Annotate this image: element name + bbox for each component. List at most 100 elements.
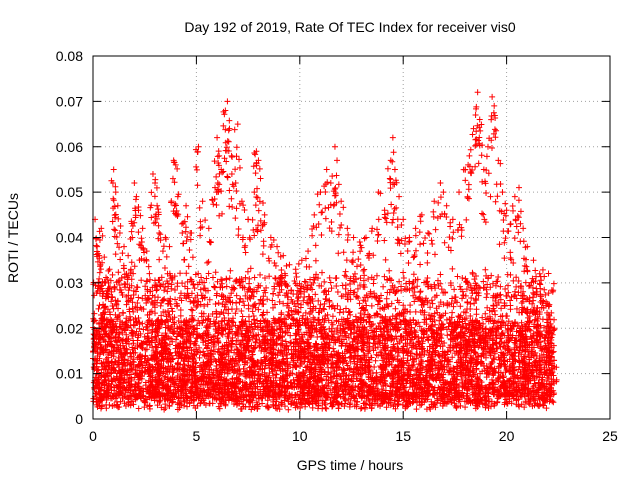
- data-point: [374, 401, 381, 408]
- data-point: [438, 286, 445, 293]
- data-point: [386, 289, 393, 296]
- data-point: [305, 400, 312, 407]
- data-point: [371, 312, 378, 319]
- data-point: [321, 278, 328, 285]
- data-point: [223, 276, 230, 283]
- data-point: [142, 283, 149, 290]
- data-point: [471, 300, 478, 307]
- data-point: [270, 290, 277, 297]
- data-point: [232, 310, 239, 317]
- data-point: [134, 300, 141, 307]
- data-point: [121, 400, 128, 407]
- data-point: [358, 393, 365, 400]
- data-point: [374, 311, 381, 318]
- data-point: [426, 404, 433, 411]
- data-point: [287, 361, 294, 368]
- data-point: [403, 286, 410, 293]
- data-point: [470, 363, 477, 370]
- data-point: [227, 267, 234, 274]
- data-point: [197, 301, 204, 308]
- data-point: [452, 294, 459, 301]
- data-point: [492, 294, 499, 301]
- data-point: [468, 294, 475, 301]
- data-point: [309, 307, 316, 314]
- data-point: [328, 361, 335, 368]
- data-point: [322, 404, 329, 411]
- data-point: [113, 373, 120, 380]
- data-point: [302, 279, 309, 286]
- data-point: [427, 405, 434, 412]
- data-point: [484, 290, 491, 297]
- data-point: [449, 354, 456, 361]
- data-point: [164, 300, 171, 307]
- data-point: [250, 302, 257, 309]
- data-point: [228, 284, 235, 291]
- data-point: [352, 313, 359, 320]
- data-point: [550, 348, 557, 355]
- data-point: [508, 293, 515, 300]
- data-point: [213, 292, 220, 299]
- data-point: [251, 274, 258, 281]
- data-point: [313, 271, 320, 278]
- data-point: [295, 309, 302, 316]
- data-point: [144, 311, 151, 318]
- data-point: [129, 398, 136, 405]
- data-point: [193, 304, 200, 311]
- data-point: [312, 291, 319, 298]
- data-point: [219, 301, 226, 308]
- data-point: [300, 312, 307, 319]
- data-point: [451, 400, 458, 407]
- data-point: [451, 350, 458, 357]
- data-point: [290, 291, 297, 298]
- data-point: [346, 308, 353, 315]
- data-point: [238, 308, 245, 315]
- data-point: [541, 286, 548, 293]
- data-point: [269, 297, 276, 304]
- data-point: [437, 271, 444, 278]
- data-point: [459, 275, 466, 282]
- data-point: [326, 274, 333, 281]
- data-point: [124, 371, 131, 378]
- data-point: [401, 286, 408, 293]
- data-point: [271, 285, 278, 292]
- data-point: [157, 397, 164, 404]
- data-point: [410, 271, 417, 278]
- data-point: [157, 302, 164, 309]
- data-point: [265, 374, 272, 381]
- data-point: [422, 396, 429, 403]
- data-point: [191, 285, 198, 292]
- data-point: [429, 300, 436, 307]
- data-point: [204, 301, 211, 308]
- data-point: [245, 313, 252, 320]
- data-point: [448, 314, 455, 321]
- data-point: [223, 298, 230, 305]
- data-point: [296, 394, 303, 401]
- data-point: [524, 306, 531, 313]
- data-point: [173, 336, 180, 343]
- data-point: [330, 345, 337, 352]
- data-point: [373, 272, 380, 279]
- data-point: [368, 293, 375, 300]
- data-point: [440, 400, 447, 407]
- data-point: [458, 394, 465, 401]
- data-point: [216, 311, 223, 318]
- data-point: [271, 301, 278, 308]
- data-point: [490, 305, 497, 312]
- data-point: [280, 300, 287, 307]
- data-point: [205, 270, 212, 277]
- data-point: [119, 309, 126, 316]
- data-point: [244, 268, 251, 275]
- data-point: [368, 302, 375, 309]
- data-point: [450, 371, 457, 378]
- data-point: [177, 312, 184, 319]
- data-point: [392, 305, 399, 312]
- data-point: [261, 274, 268, 281]
- data-point: [127, 313, 134, 320]
- data-point: [378, 292, 385, 299]
- data-point: [505, 289, 512, 296]
- data-point: [357, 405, 364, 412]
- data-point: [381, 273, 388, 280]
- data-point: [492, 311, 499, 318]
- data-point: [256, 300, 263, 307]
- data-point: [420, 301, 427, 308]
